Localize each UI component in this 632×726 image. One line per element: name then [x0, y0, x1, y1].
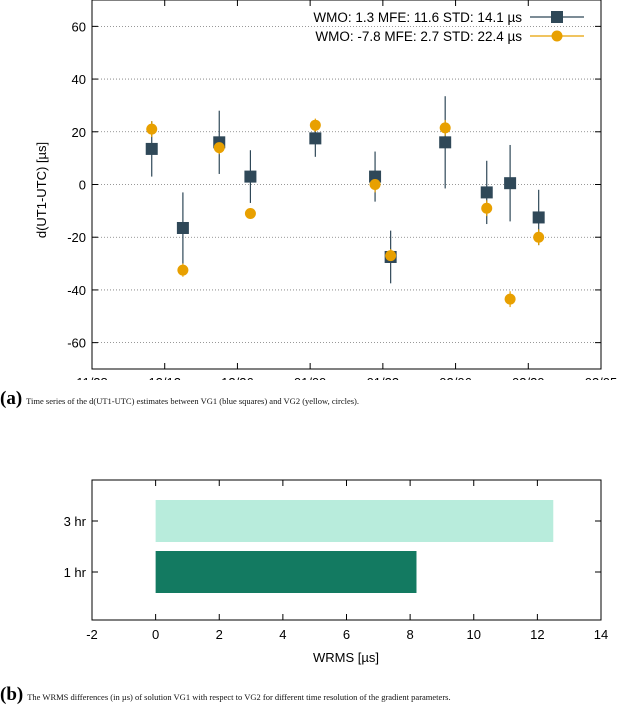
- bar-1hr: [155, 551, 417, 593]
- x-tick-label: 11/28: [76, 375, 108, 380]
- caption-b: (b) The WRMS differences (in µs) of solu…: [0, 684, 632, 706]
- caption-b-text: The WRMS differences (in µs) of solution…: [27, 692, 451, 702]
- bars: [155, 500, 554, 593]
- x-tick-label: 4: [279, 627, 286, 642]
- vg1-point: [369, 170, 382, 183]
- time-series-chart: -60 -40 -20 0 20 40 60 11/28 12/12 12/26 01/09 01/…: [34, 0, 617, 380]
- vg2-point: [369, 179, 381, 190]
- vg2-point: [439, 122, 451, 134]
- vg2-point: [533, 231, 545, 243]
- legend: WMO: 1.3 MFE: 11.6 STD: 14.1 µs WMO: -7.8…: [313, 10, 584, 44]
- legend-marker: [551, 30, 563, 42]
- x-tick-label: 14: [594, 627, 608, 642]
- vg1-point: [244, 170, 257, 183]
- vg2-point: [177, 264, 189, 276]
- vg1-point: [309, 132, 322, 145]
- x-tick-label: 03/05: [585, 375, 618, 380]
- category-label: 3 hr: [64, 514, 87, 529]
- x-tick-label: 10: [467, 627, 481, 642]
- y-tick-label: 40: [72, 72, 86, 87]
- x-tick-label: 02/20: [512, 375, 545, 380]
- vg1-point: [504, 177, 517, 190]
- x-axis-ticks: 11/28 12/12 12/26 01/09 01/23 02/06 02/20 03/05: [76, 0, 617, 380]
- vg1-point: [480, 186, 493, 199]
- x-axis-ticks: -2 0 2 4 6 8 10 12 14: [86, 480, 608, 642]
- y-tick-label: 0: [79, 178, 86, 193]
- vg1-point: [439, 136, 452, 149]
- legend-entry-label: WMO: -7.8 MFE: 2.7 STD: 22.4 µs: [315, 29, 522, 44]
- data-points: [145, 119, 545, 305]
- vg2-point: [504, 293, 516, 305]
- category-labels: 3 hr 1 hr: [64, 514, 601, 580]
- caption-b-label: (b): [0, 684, 24, 705]
- legend-entry-label: WMO: 1.3 MFE: 11.6 STD: 14.1 µs: [313, 10, 522, 25]
- x-tick-label: 01/09: [294, 375, 327, 380]
- x-tick-label: 6: [343, 627, 350, 642]
- x-tick-label: 12/26: [221, 375, 254, 380]
- caption-a: (a) Time series of the d(UT1-UTC) estima…: [0, 388, 632, 410]
- vg2-point: [146, 123, 158, 135]
- vg2-point: [244, 207, 256, 219]
- plot-frame: [91, 0, 602, 370]
- y-axis-ticks: -60 -40 -20 0 20 40 60: [67, 19, 601, 351]
- vg1-point: [145, 142, 158, 155]
- x-tick-label: 12: [530, 627, 544, 642]
- x-tick-label: 8: [407, 627, 414, 642]
- vg2-point: [213, 142, 225, 154]
- vg2-point: [481, 202, 493, 214]
- y-axis-label: d(UT1-UTC) [µs]: [34, 142, 49, 238]
- wrms-bar-chart: 3 hr 1 hr -2 0 2 4 6 8 10 12 14 WRMS [µs]: [64, 479, 608, 665]
- x-tick-label: -2: [86, 627, 98, 642]
- vg1-point: [176, 221, 189, 234]
- x-tick-label: 12/12: [148, 375, 181, 380]
- vg1-point: [532, 211, 545, 224]
- x-tick-label: 2: [216, 627, 223, 642]
- y-gridlines: [92, 25, 601, 344]
- error-bars: [151, 96, 540, 308]
- vg2-point: [385, 250, 397, 262]
- y-tick-label: -40: [67, 283, 86, 298]
- category-label: 1 hr: [64, 565, 87, 580]
- x-tick-label: 0: [152, 627, 159, 642]
- bar-3hr: [155, 500, 554, 542]
- x-tick-label: 01/23: [367, 375, 400, 380]
- y-tick-label: 60: [72, 19, 86, 34]
- x-tick-label: 02/06: [439, 375, 472, 380]
- caption-a-text: Time series of the d(UT1-UTC) estimates …: [26, 396, 359, 406]
- y-tick-label: 20: [72, 125, 86, 140]
- caption-a-label: (a): [0, 388, 23, 409]
- y-tick-label: -60: [67, 336, 86, 351]
- legend-marker: [551, 11, 563, 23]
- x-axis-label: WRMS [µs]: [313, 650, 379, 665]
- vg2-point: [309, 119, 321, 131]
- y-tick-label: -20: [67, 230, 86, 245]
